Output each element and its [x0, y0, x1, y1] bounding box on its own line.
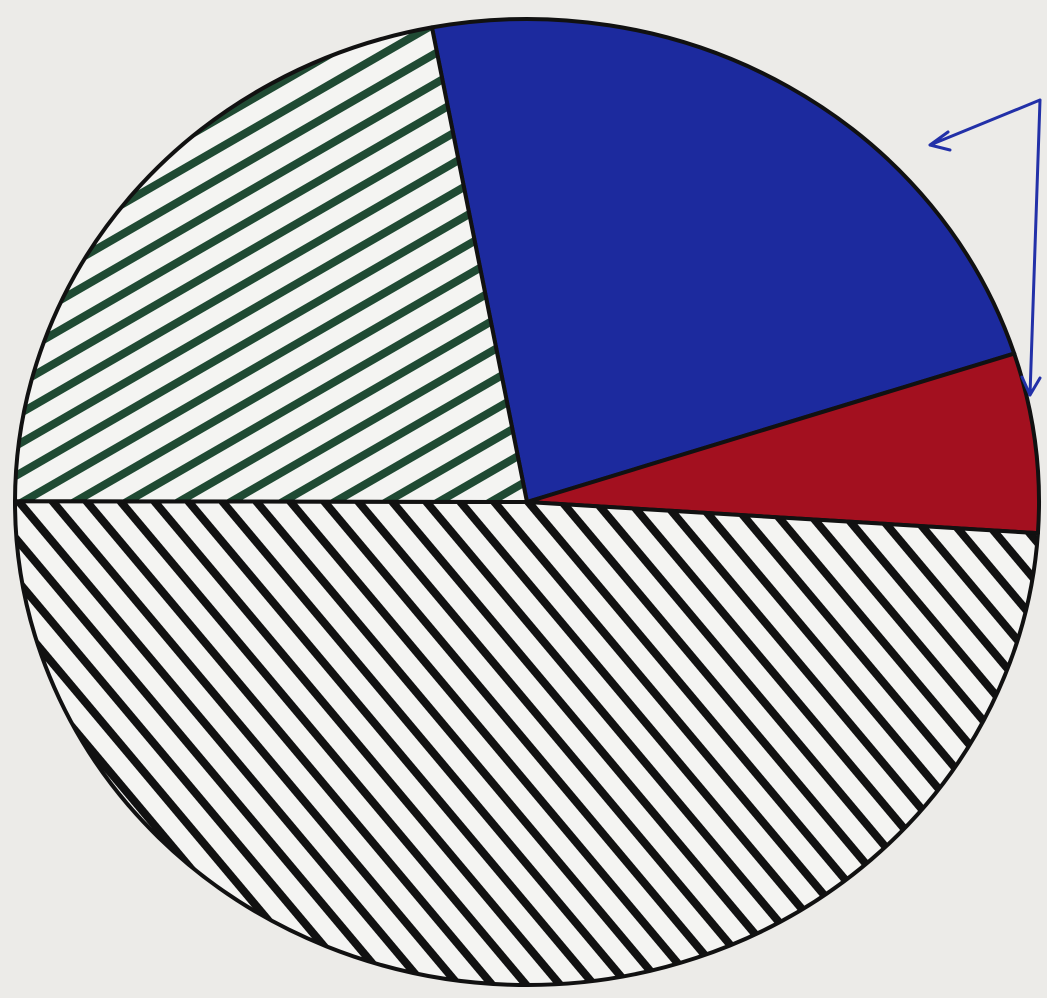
pie-slice	[13, 25, 529, 504]
pie-slice	[13, 499, 1040, 987]
pie-slice	[525, 351, 1041, 536]
annotation-arrow	[928, 98, 1042, 397]
pie	[13, 17, 1041, 987]
pie-slice	[429, 17, 1017, 504]
